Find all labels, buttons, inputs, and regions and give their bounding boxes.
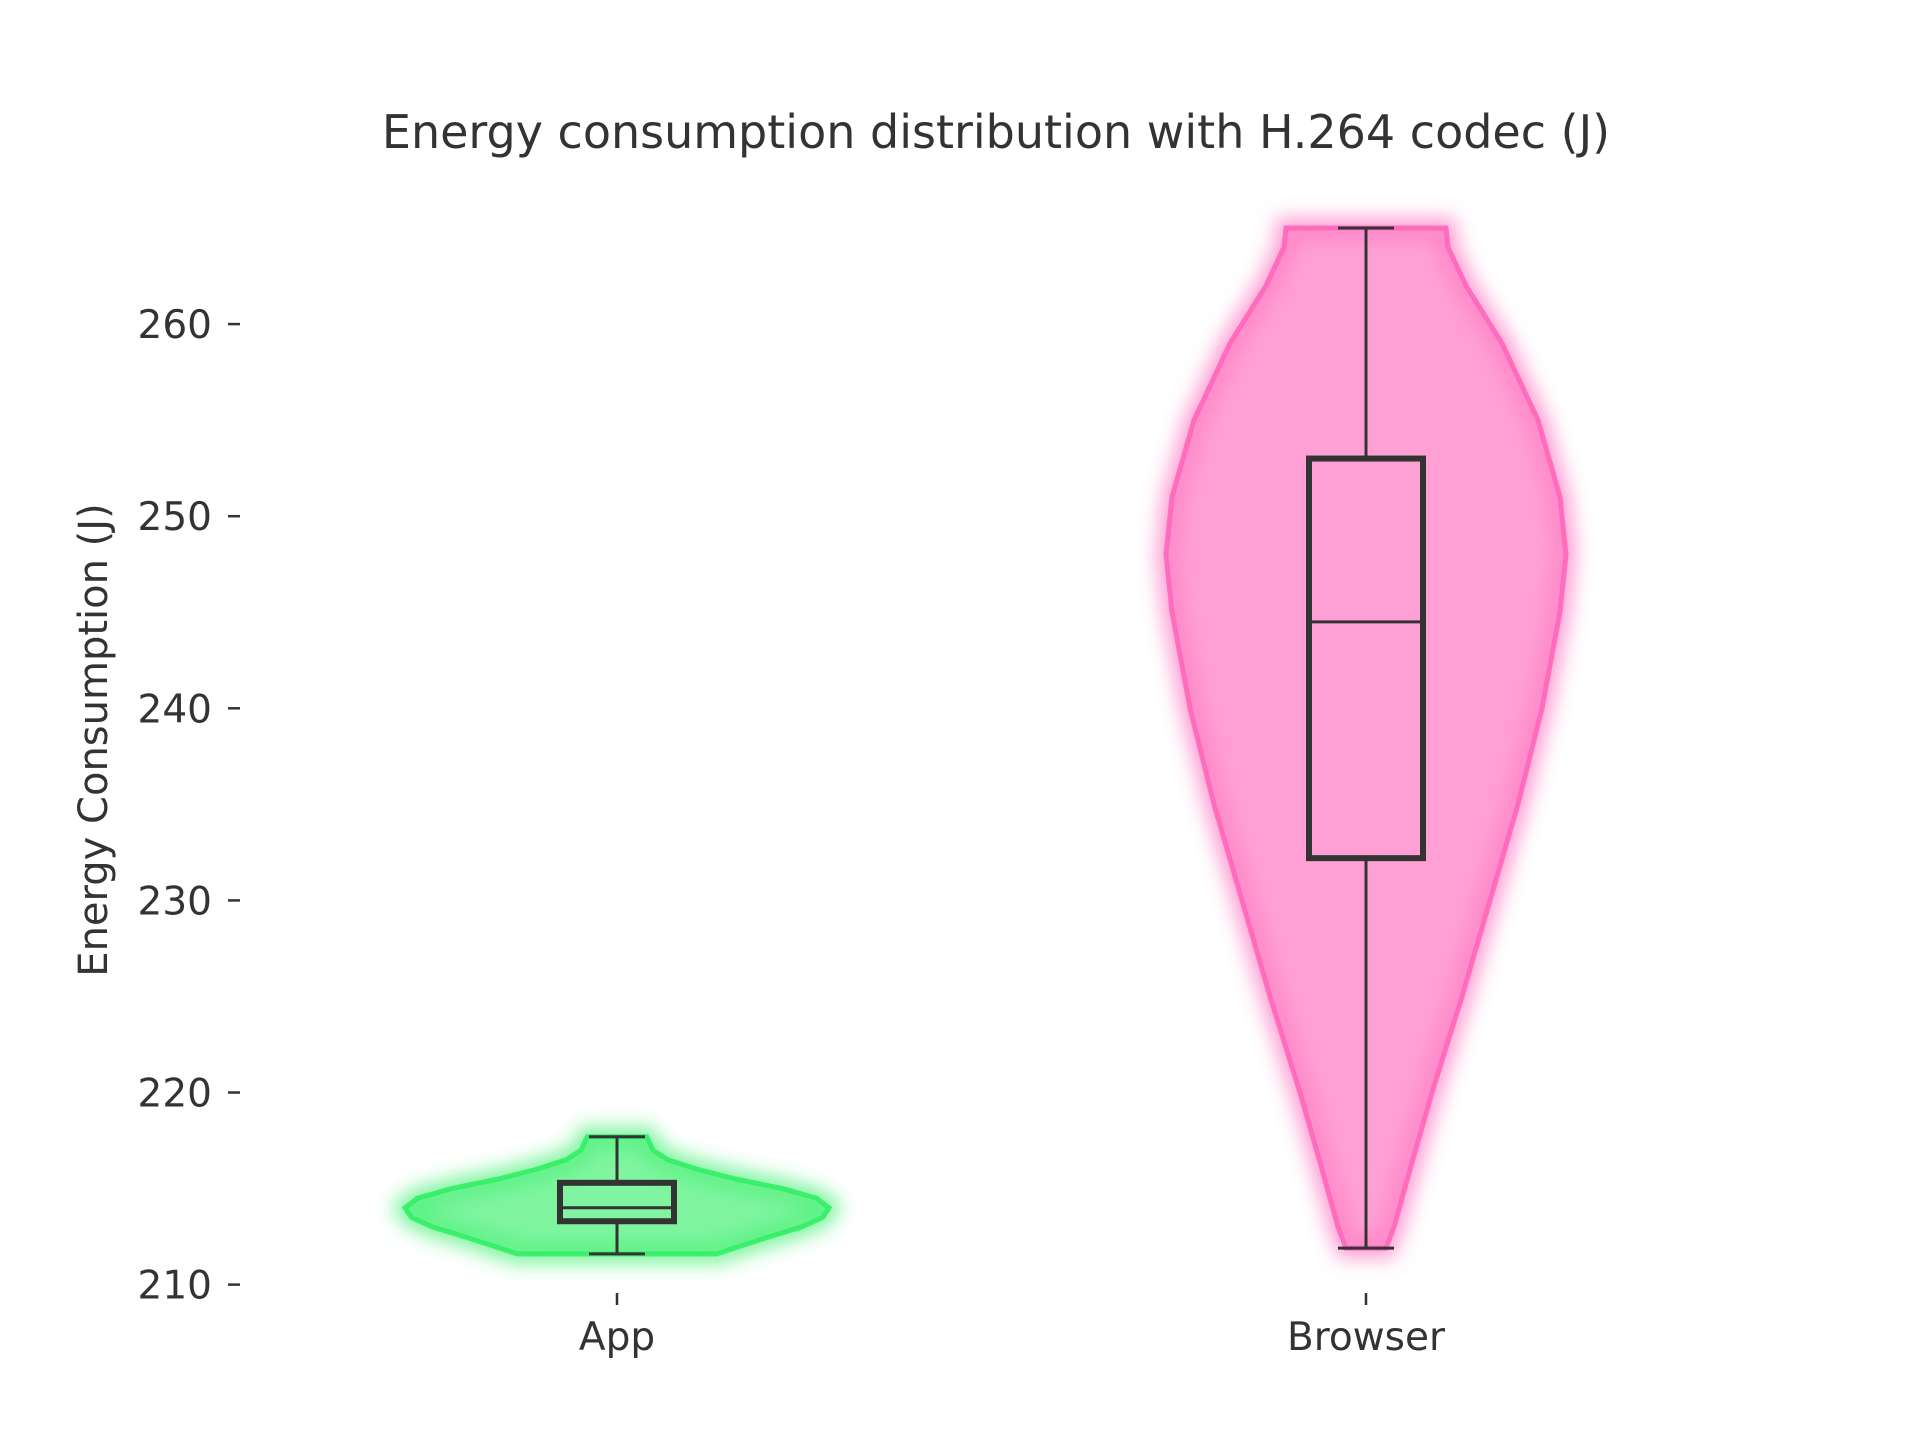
violin-body (401, 1134, 833, 1257)
violin-app (390, 1125, 844, 1265)
y-axis-label: Energy Consumption (J) (71, 503, 117, 976)
y-tick-label: 240 (138, 687, 212, 732)
x-tick-label: App (579, 1315, 655, 1360)
x-tick-label: Browser (1287, 1315, 1446, 1360)
y-axis: 210 220 230 240 250 260 (138, 303, 240, 1309)
y-tick-label: 260 (138, 303, 212, 348)
iqr-box (557, 1179, 677, 1225)
x-axis: App Browser (579, 1293, 1446, 1360)
y-tick-label: 220 (138, 1072, 212, 1117)
chart-title: Energy consumption distribution with H.2… (382, 105, 1610, 159)
violins-layer (390, 217, 1578, 1265)
violin-body (1163, 225, 1569, 1251)
iqr-box (1306, 455, 1426, 862)
violin-browser (1154, 217, 1578, 1260)
y-tick-label: 250 (138, 495, 212, 540)
y-tick-label: 210 (138, 1264, 212, 1309)
y-tick-label: 230 (138, 879, 212, 924)
